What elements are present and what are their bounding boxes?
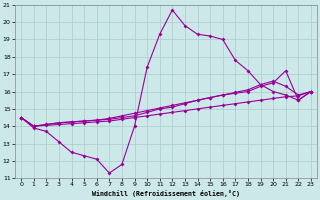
X-axis label: Windchill (Refroidissement éolien,°C): Windchill (Refroidissement éolien,°C) <box>92 190 240 197</box>
